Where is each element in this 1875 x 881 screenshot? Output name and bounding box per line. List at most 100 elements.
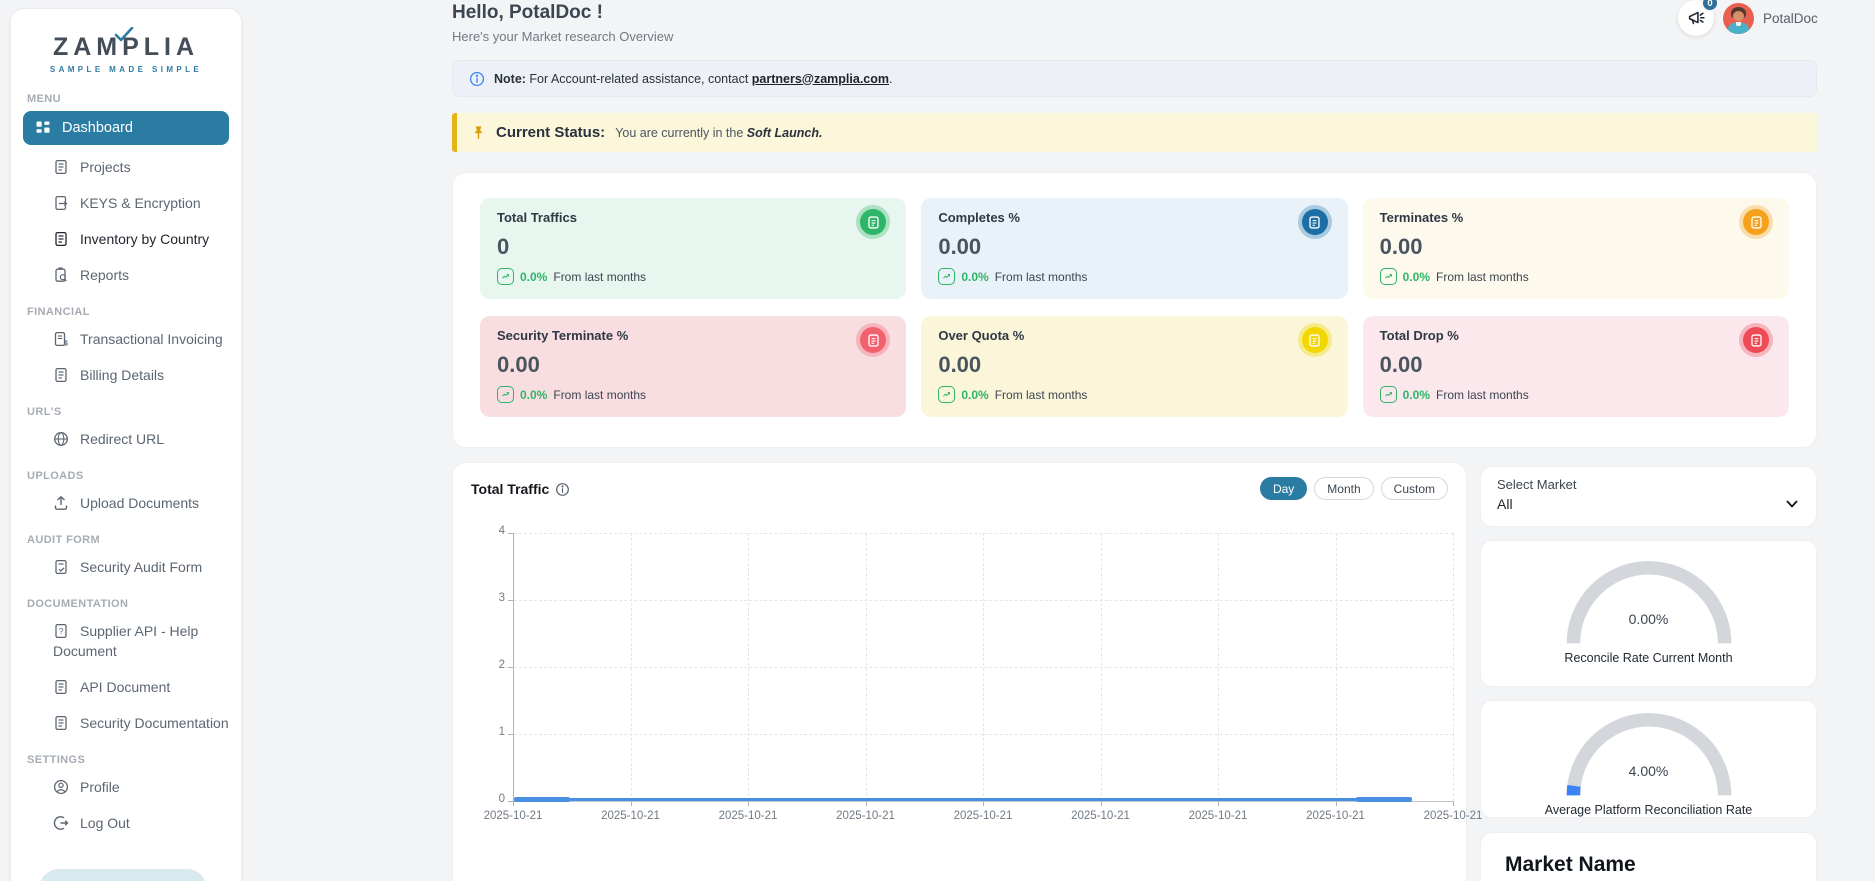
avatar[interactable] (1723, 3, 1754, 34)
nav-section-financial: FINANCIAL (27, 306, 241, 318)
stat-change-caption: From last months (1436, 270, 1529, 284)
stat-title: Completes % (938, 210, 1330, 225)
range-button-day[interactable]: Day (1260, 477, 1307, 500)
gauge: 4.00% (1559, 707, 1739, 801)
upload-icon (53, 495, 69, 511)
document-lines-icon (53, 679, 69, 695)
status-text: You are currently in the Soft Launch. (615, 126, 822, 140)
x-tick (748, 801, 749, 806)
sidebar-item-supplier-api-help-document[interactable]: ?Supplier API - Help Document (11, 613, 241, 669)
y-tick (508, 600, 513, 601)
x-tick-label: 2025-10-21 (936, 810, 1030, 822)
v-gridline (1453, 533, 1454, 801)
brand-check-icon (114, 27, 134, 42)
market-name-title: Market Name (1505, 853, 1792, 877)
sidebar-item-reports[interactable]: Reports (11, 257, 241, 293)
sidebar-nav: MENUDashboardProjectsKEYS & EncryptionIn… (11, 74, 241, 841)
document-lines-icon (53, 715, 69, 731)
document-check-icon (53, 559, 69, 575)
sidebar-item-keys-encryption[interactable]: KEYS & Encryption (11, 185, 241, 221)
form-icon (1749, 333, 1764, 348)
stat-change-caption: From last months (553, 270, 646, 284)
gauge: 0.00% (1559, 555, 1739, 649)
sidebar-item-billing-details[interactable]: Billing Details (11, 357, 241, 393)
x-tick-label: 2025-10-21 (1171, 810, 1265, 822)
gauge-value: 0.00% (1559, 611, 1739, 627)
sidebar: ZAMPLIA SAMPLE MADE SIMPLE MENUDashboard… (10, 8, 242, 881)
stat-card-total-traffics: Total Traffics00.0%From last months (480, 198, 906, 299)
document-lines-icon (53, 231, 69, 247)
chevron-down-icon (1784, 496, 1800, 512)
sidebar-item-security-documentation[interactable]: Security Documentation (11, 705, 241, 741)
range-button-month[interactable]: Month (1314, 477, 1373, 500)
announcements-button[interactable]: 0 (1678, 0, 1714, 36)
traffic-chart-card: Total Traffic DayMonthCustom 012342025-1… (452, 462, 1467, 881)
brand-tagline: SAMPLE MADE SIMPLE (11, 65, 241, 74)
x-tick-label: 2025-10-21 (466, 810, 560, 822)
trend-up-icon (500, 271, 511, 282)
v-gridline (1336, 533, 1337, 801)
gauge-label: Average Platform Reconciliation Rate (1481, 803, 1816, 817)
sidebar-item-projects[interactable]: Projects (11, 149, 241, 185)
form-icon (1307, 333, 1322, 348)
stat-title: Terminates % (1380, 210, 1772, 225)
stat-card-terminates: Terminates %0.000.0%From last months (1363, 198, 1789, 299)
svg-text:$: $ (64, 341, 68, 348)
stat-value: 0.00 (938, 352, 1330, 378)
form-icon (1307, 215, 1322, 230)
x-tick (1453, 801, 1454, 806)
sidebar-item-redirect-url[interactable]: Redirect URL (11, 421, 241, 457)
y-tick (508, 667, 513, 668)
traffic-plot: 012342025-10-212025-10-212025-10-212025-… (513, 533, 1453, 801)
stat-value: 0.00 (497, 352, 889, 378)
sidebar-item-security-audit-form[interactable]: Security Audit Form (11, 549, 241, 585)
sidebar-item-label: Dashboard (62, 118, 133, 138)
trend-up-icon (1383, 389, 1394, 400)
form-icon (1749, 215, 1764, 230)
sidebar-item-label: Security Audit Form (80, 559, 202, 575)
stat-value: 0.00 (1380, 352, 1772, 378)
stat-form-icon (860, 209, 886, 235)
support-email-link[interactable]: partners@zamplia.com (752, 72, 889, 86)
stat-form-icon (1743, 209, 1769, 235)
stat-title: Security Terminate % (497, 328, 889, 343)
brand-logo: ZAMPLIA SAMPLE MADE SIMPLE (11, 9, 241, 74)
market-select[interactable]: Select Market All (1480, 466, 1817, 527)
stat-change-caption: From last months (995, 270, 1088, 284)
stat-form-icon (1302, 209, 1328, 235)
megaphone-icon (1687, 9, 1706, 28)
gauge-value: 4.00% (1559, 763, 1739, 779)
topbar-right: 0 PotalDoc (1678, 0, 1818, 36)
x-tick-label: 2025-10-21 (584, 810, 678, 822)
v-gridline (866, 533, 867, 801)
sidebar-item-label: Projects (80, 159, 131, 175)
y-tick-label: 3 (473, 592, 505, 604)
trend-up-icon (941, 389, 952, 400)
document-question-icon: ? (53, 623, 69, 639)
sidebar-item-dashboard[interactable]: Dashboard (23, 111, 229, 145)
page-title: Hello, PotalDoc ! (452, 2, 603, 24)
sidebar-item-upload-documents[interactable]: Upload Documents (11, 485, 241, 521)
chart-range-buttons: Day Month Custom (1260, 477, 1448, 500)
sidebar-item-inventory-by-country[interactable]: Inventory by Country (11, 221, 241, 257)
x-tick (983, 801, 984, 806)
x-tick-label: 2025-10-21 (701, 810, 795, 822)
stat-card-security-terminate: Security Terminate %0.000.0%From last mo… (480, 316, 906, 417)
x-tick-label: 2025-10-21 (1054, 810, 1148, 822)
trend-up-icon (500, 389, 511, 400)
page-subtitle: Here's your Market research Overview (452, 29, 673, 44)
nav-section-settings: SETTINGS (27, 754, 241, 766)
sidebar-item-label: Reports (80, 267, 129, 283)
chart-info-icon[interactable] (555, 482, 570, 497)
sidebar-item-log-out[interactable]: Log Out (11, 805, 241, 841)
sidebar-item-api-document[interactable]: API Document (11, 669, 241, 705)
sidebar-bottom-card (39, 869, 207, 881)
v-gridline (748, 533, 749, 801)
document-lines-icon (53, 159, 69, 175)
sidebar-item-transactional-invoicing[interactable]: $Transactional Invoicing (11, 321, 241, 357)
range-button-custom[interactable]: Custom (1381, 477, 1448, 500)
sidebar-item-profile[interactable]: Profile (11, 769, 241, 805)
stat-change-percent: 0.0% (961, 270, 988, 284)
sidebar-item-label: Security Documentation (80, 715, 229, 731)
username[interactable]: PotalDoc (1763, 11, 1818, 26)
